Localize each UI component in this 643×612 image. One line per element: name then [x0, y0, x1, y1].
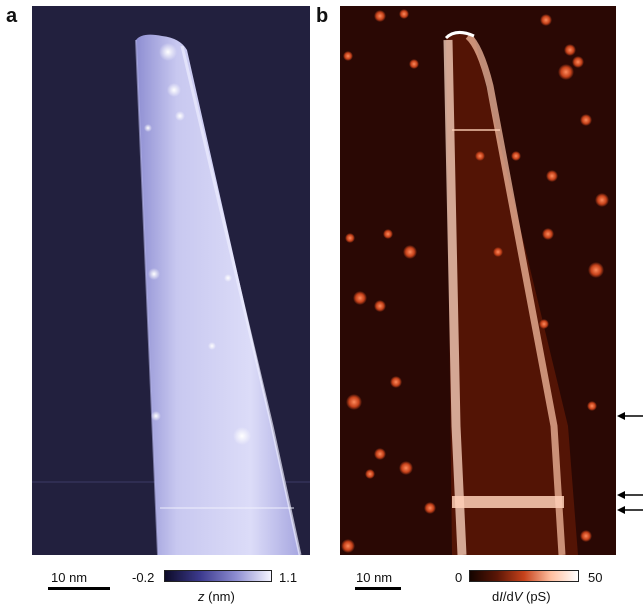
panel-a-colorbar-min: -0.2	[132, 570, 155, 585]
panel-b-scalebar-label: 10 nm	[356, 570, 393, 585]
ribbon-shape	[136, 34, 300, 555]
panel-a-topography-image	[32, 6, 310, 555]
panel-a-letter: a	[6, 5, 18, 27]
ribbon-right-edge	[465, 33, 566, 555]
ribbon-left-edge	[443, 39, 467, 555]
arrow-icon-lower	[617, 506, 643, 514]
panel-b-colorbar	[469, 570, 579, 582]
V-symbol: V	[513, 589, 523, 604]
panel-a-scalebar	[48, 587, 110, 590]
panel-b-letter: b	[316, 5, 329, 27]
z-symbol: z	[198, 589, 205, 604]
panel-b-colorbar-max: 50	[588, 570, 603, 585]
conductance-unit: (pS)	[522, 589, 551, 604]
z-unit: (nm)	[204, 589, 235, 604]
arrow-icon-middle	[617, 491, 643, 499]
panel-b-colorbar-title: dI/dV (pS)	[492, 590, 551, 603]
dV-prefix: /d	[502, 589, 514, 604]
panel-a-colorbar-max: 1.1	[279, 570, 298, 585]
I-symbol: I	[499, 589, 503, 604]
panel-a-colorbar	[164, 570, 272, 582]
conductance-svg	[340, 6, 616, 555]
arrow-icon-upper	[617, 412, 643, 420]
panel-a-scalebar-label: 10 nm	[51, 570, 88, 585]
panel-b-colorbar-min: 0	[455, 570, 463, 585]
panel-b-conductance-image	[340, 6, 616, 555]
dI-prefix: d	[492, 589, 500, 604]
panel-a-colorbar-title: z (nm)	[198, 590, 235, 603]
topography-svg	[32, 6, 310, 555]
panel-b-scalebar	[355, 587, 401, 590]
